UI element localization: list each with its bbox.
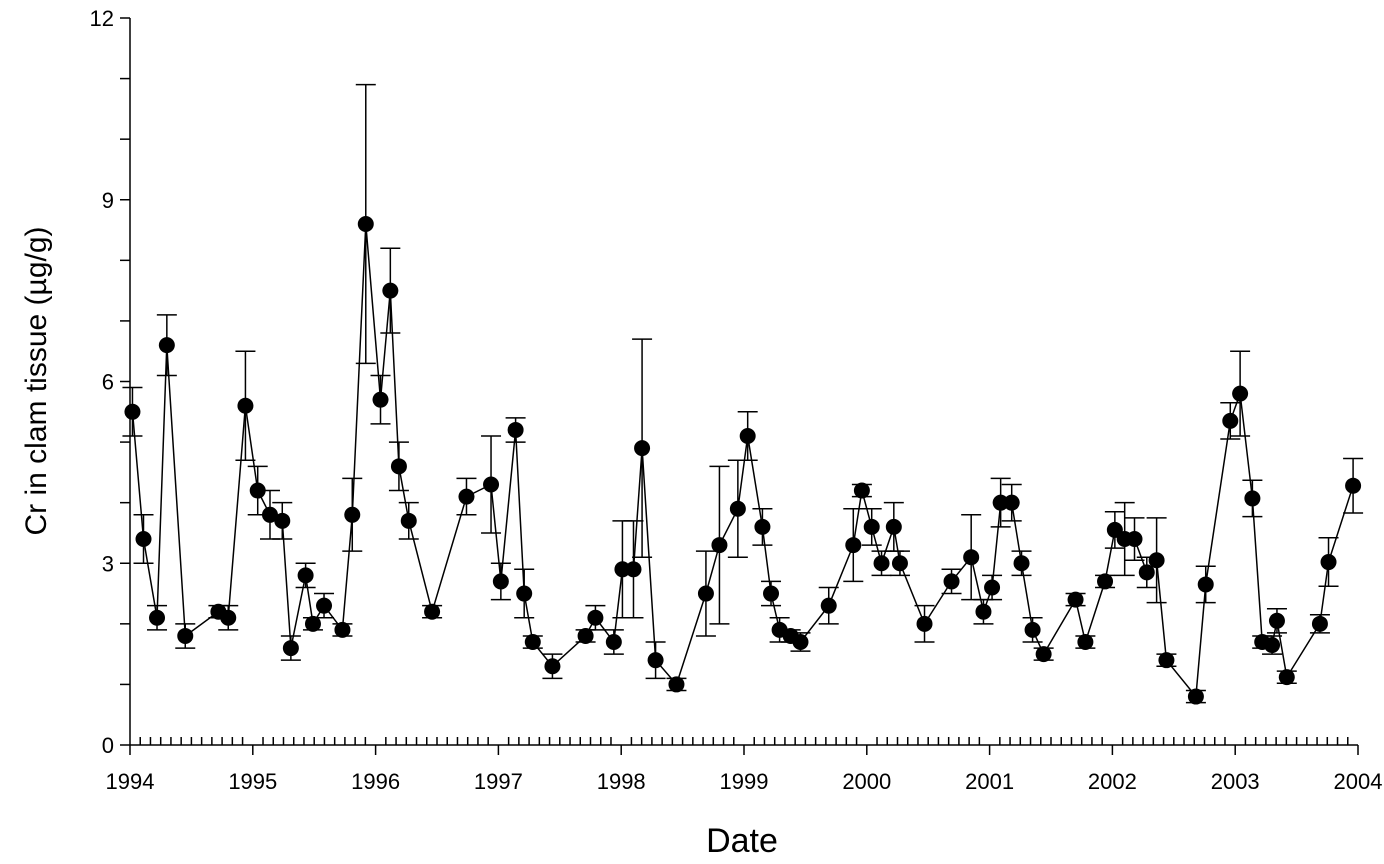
x-tick-label: 1997 — [474, 769, 523, 794]
data-point — [544, 658, 561, 675]
data-point — [382, 282, 399, 299]
data-point — [1067, 591, 1084, 608]
data-point — [220, 609, 237, 626]
data-point — [916, 615, 933, 632]
data-point — [458, 488, 475, 505]
data-point — [1126, 531, 1143, 548]
data-point — [873, 555, 890, 572]
data-point — [1264, 637, 1281, 654]
x-axis-label: Date — [706, 822, 778, 860]
x-tick-label: 1998 — [597, 769, 646, 794]
data-point — [124, 403, 141, 420]
data-point — [316, 597, 333, 614]
data-point — [820, 597, 837, 614]
x-tick-label: 2000 — [842, 769, 891, 794]
data-point — [1187, 688, 1204, 705]
data-point — [992, 494, 1009, 511]
data-point — [424, 603, 441, 620]
data-point — [1013, 555, 1030, 572]
data-point — [605, 634, 622, 651]
data-point — [1003, 494, 1020, 511]
data-point — [357, 215, 374, 232]
data-point — [625, 561, 642, 578]
data-point — [975, 603, 992, 620]
data-point — [885, 518, 902, 535]
data-point — [891, 555, 908, 572]
data-point — [1244, 490, 1261, 507]
data-point — [754, 518, 771, 535]
y-tick-label: 12 — [90, 6, 114, 31]
data-point — [516, 585, 533, 602]
data-point — [697, 585, 714, 602]
data-point — [158, 337, 175, 354]
data-point — [1197, 576, 1214, 593]
y-tick-label: 0 — [102, 733, 114, 758]
y-tick-label: 6 — [102, 370, 114, 395]
x-tick-label: 2002 — [1088, 769, 1137, 794]
data-point — [863, 518, 880, 535]
data-point — [344, 506, 361, 523]
data-point — [492, 573, 509, 590]
data-point — [1345, 477, 1362, 494]
x-tick-label: 2001 — [965, 769, 1014, 794]
data-point — [390, 458, 407, 475]
data-point — [647, 652, 664, 669]
data-point — [249, 482, 266, 499]
data-point — [149, 609, 166, 626]
data-point — [135, 531, 152, 548]
data-point — [1232, 385, 1249, 402]
x-tick-label: 1996 — [351, 769, 400, 794]
data-point — [372, 391, 389, 408]
data-point — [282, 640, 299, 657]
data-point — [237, 397, 254, 414]
data-point — [845, 537, 862, 554]
data-point — [853, 482, 870, 499]
data-point — [943, 573, 960, 590]
data-point — [1148, 552, 1165, 569]
data-point — [524, 634, 541, 651]
data-point — [739, 428, 756, 445]
data-point — [963, 549, 980, 566]
y-tick-label: 9 — [102, 188, 114, 213]
data-point — [1158, 652, 1175, 669]
data-point — [634, 440, 651, 457]
data-point — [400, 512, 417, 529]
x-tick-label: 2004 — [1334, 769, 1383, 794]
data-point — [507, 421, 524, 438]
data-point — [1077, 634, 1094, 651]
data-point — [1138, 564, 1155, 581]
data-point — [577, 627, 594, 644]
data-point — [177, 627, 194, 644]
data-point — [792, 634, 809, 651]
data-point — [1097, 573, 1114, 590]
data-point — [274, 512, 291, 529]
x-tick-label: 1999 — [720, 769, 769, 794]
data-point — [261, 506, 278, 523]
data-point — [668, 676, 685, 693]
data-point — [729, 500, 746, 517]
data-point — [1311, 615, 1328, 632]
data-point — [614, 561, 631, 578]
data-point — [711, 537, 728, 554]
x-tick-label: 1995 — [228, 769, 277, 794]
data-point — [1278, 669, 1295, 686]
data-point — [1268, 612, 1285, 629]
data-point — [984, 579, 1001, 596]
data-point — [1222, 412, 1239, 429]
data-point — [763, 585, 780, 602]
x-tick-label: 2003 — [1211, 769, 1260, 794]
y-tick-label: 3 — [102, 551, 114, 576]
data-point — [1035, 646, 1052, 663]
data-point — [334, 621, 351, 638]
y-axis-label: Cr in clam tissue (µg/g) — [20, 226, 53, 535]
data-point — [304, 615, 321, 632]
data-point — [1024, 621, 1041, 638]
data-point — [297, 567, 314, 584]
x-tick-label: 1994 — [106, 769, 155, 794]
data-point — [1320, 554, 1337, 571]
data-point — [483, 476, 500, 493]
data-point — [587, 609, 604, 626]
